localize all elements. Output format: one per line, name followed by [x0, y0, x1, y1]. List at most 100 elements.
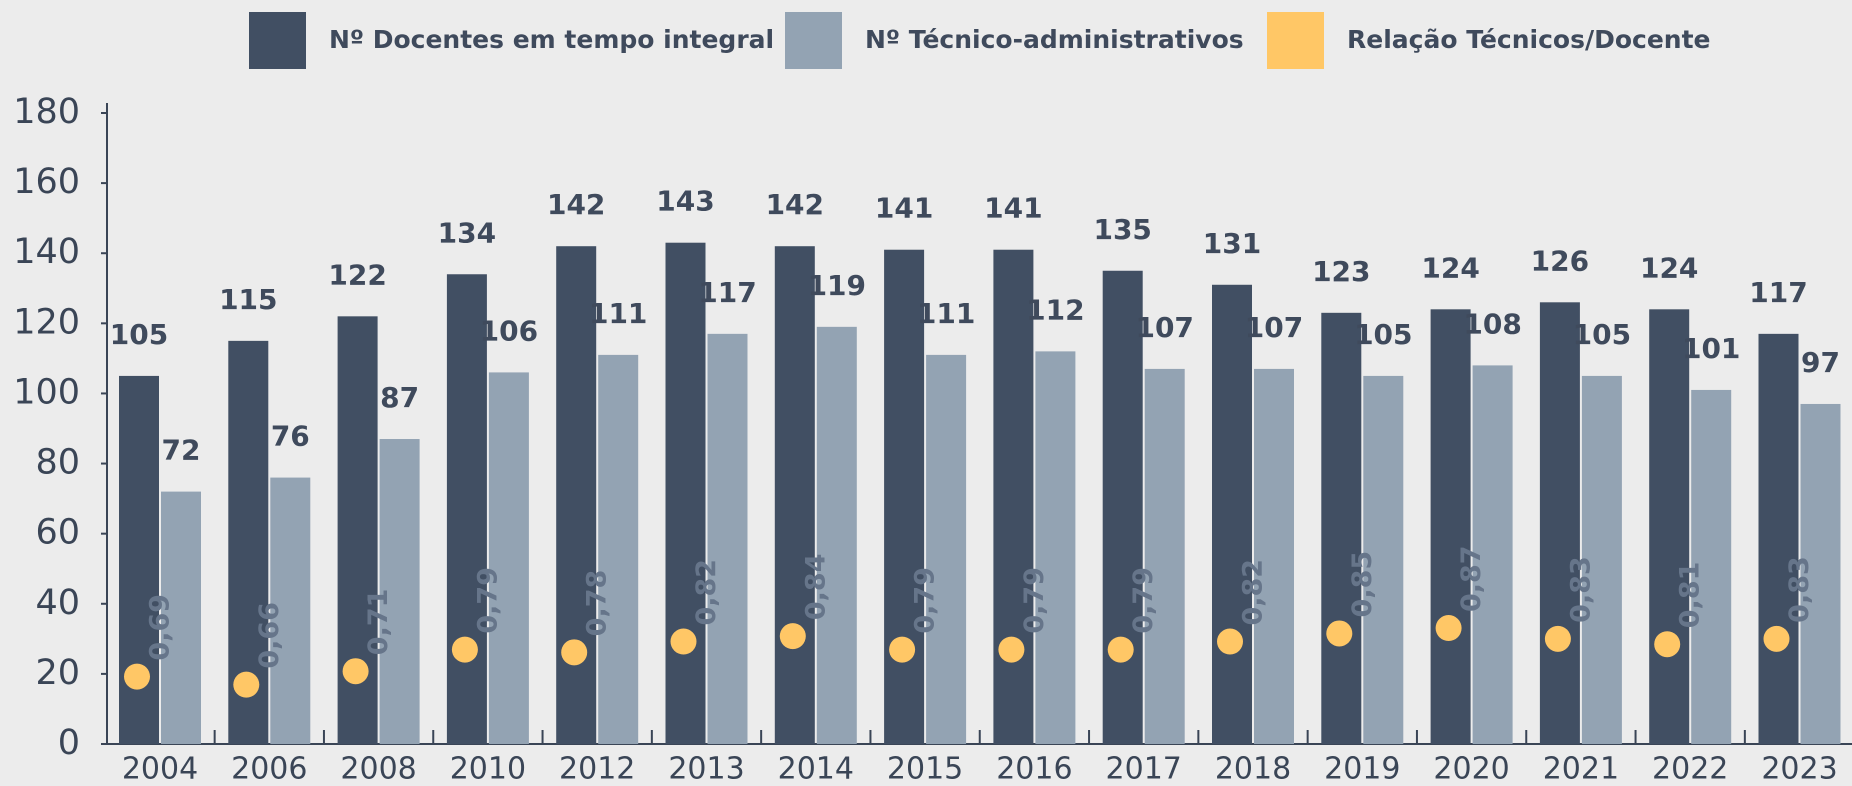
bar-value-label: 142: [547, 188, 605, 221]
bar-value-label: 106: [480, 314, 538, 347]
bar: [1472, 365, 1513, 744]
ratio-label: 0,71: [363, 589, 394, 656]
bar-value-label: 126: [1531, 244, 1589, 277]
bar-value-label: 117: [698, 276, 756, 309]
x-tick-label: 2004: [122, 752, 198, 786]
bar-value-label: 107: [1135, 311, 1193, 344]
bar-value-label: 119: [808, 269, 866, 302]
ratio-dot: [1107, 636, 1134, 663]
ratio-label: 0,87: [1456, 545, 1487, 612]
x-tick-label: 2016: [996, 752, 1072, 786]
bar: [1758, 333, 1799, 744]
ratio-dot: [779, 623, 806, 650]
legend-label: Nº Docentes em tempo integral: [329, 25, 774, 54]
bar: [707, 333, 748, 744]
x-tick-label: 2019: [1324, 752, 1400, 786]
y-tick-label: 20: [35, 653, 80, 693]
ratio-dot: [451, 636, 478, 663]
bar-value-label: 124: [1640, 251, 1698, 284]
legend-swatch: [249, 12, 306, 69]
x-tick-label: 2010: [450, 752, 526, 786]
ratio-dot: [1544, 625, 1571, 652]
bar-value-label: 111: [917, 297, 975, 330]
bar: [774, 246, 815, 744]
x-tick-label: 2021: [1543, 752, 1619, 786]
bar-value-label: 101: [1682, 332, 1740, 365]
bar-value-label: 87: [380, 381, 419, 414]
bar: [1254, 368, 1294, 744]
y-tick-label: 140: [13, 232, 80, 272]
y-tick-label: 40: [35, 583, 80, 623]
bar: [1649, 309, 1690, 744]
x-tick-label: 2018: [1215, 752, 1291, 786]
x-tick-label: 2014: [778, 752, 854, 786]
ratio-dot: [998, 636, 1025, 663]
ratio-label: 0,69: [145, 594, 176, 661]
x-tick-label: 2008: [340, 752, 416, 786]
bar: [665, 242, 706, 744]
bar: [1212, 284, 1252, 744]
bar-value-label: 135: [1093, 213, 1151, 246]
bar: [598, 354, 639, 744]
ratio-dot: [342, 658, 369, 685]
bar-value-label: 105: [110, 318, 168, 351]
bar-value-label: 108: [1463, 307, 1521, 340]
ratio-dot: [233, 671, 260, 698]
bar-value-label: 124: [1421, 251, 1479, 284]
ratio-dot: [889, 636, 916, 663]
bar-value-label: 141: [875, 192, 933, 225]
ratio-label: 0,81: [1675, 562, 1706, 629]
bar-value-label: 131: [1203, 227, 1261, 260]
bar-value-label: 142: [766, 188, 824, 221]
bar: [488, 372, 529, 744]
legend-swatch: [785, 12, 842, 69]
legend-swatch: [1267, 12, 1324, 69]
bar: [446, 274, 487, 744]
bar-value-label: 117: [1749, 276, 1807, 309]
bar: [1102, 270, 1143, 744]
bar-value-label: 107: [1245, 311, 1303, 344]
ratio-label: 0,79: [472, 567, 503, 634]
bar-value-label: 76: [271, 420, 310, 453]
bar: [1691, 389, 1732, 744]
bar-value-label: 72: [162, 434, 201, 467]
x-tick-label: 2006: [231, 752, 307, 786]
y-tick-label: 180: [13, 92, 80, 132]
ratio-label: 0,83: [1565, 556, 1596, 623]
ratio-label: 0,79: [1019, 567, 1050, 634]
y-tick-label: 80: [35, 443, 80, 483]
y-tick-label: 0: [58, 723, 80, 763]
bar: [1363, 375, 1404, 744]
bar: [1581, 375, 1622, 744]
ratio-dot: [561, 639, 588, 666]
ratio-label: 0,78: [582, 570, 613, 637]
ratio-dot: [1654, 631, 1681, 658]
bar-value-label: 123: [1312, 255, 1370, 288]
x-tick-label: 2013: [668, 752, 744, 786]
ratio-label: 0,82: [691, 559, 722, 626]
bar-value-label: 122: [328, 258, 386, 291]
bar: [1321, 312, 1362, 744]
x-tick-label: 2015: [887, 752, 963, 786]
bar-value-label: 105: [1354, 318, 1412, 351]
ratio-dot: [1326, 620, 1353, 647]
x-tick-label: 2022: [1652, 752, 1728, 786]
bar-value-label: 111: [589, 297, 647, 330]
ratio-label: 0,85: [1347, 551, 1378, 618]
bar: [816, 326, 857, 744]
ratio-dot: [1217, 628, 1243, 655]
x-tick-label: 2017: [1106, 752, 1182, 786]
ratio-label: 0,84: [800, 554, 831, 621]
ratio-label: 0,66: [254, 602, 285, 669]
bar: [1539, 302, 1580, 744]
legend-label: Nº Técnico-administrativos: [865, 25, 1244, 54]
bar-value-label: 112: [1026, 293, 1084, 326]
ratio-label: 0,82: [1238, 559, 1269, 626]
x-tick-label: 2023: [1761, 752, 1837, 786]
x-tick-label: 2020: [1433, 752, 1509, 786]
bar: [1800, 403, 1841, 744]
y-tick-label: 160: [13, 162, 80, 202]
legend-label: Relação Técnicos/Docente: [1347, 25, 1711, 54]
ratio-dot: [124, 663, 150, 690]
x-tick-label: 2012: [559, 752, 635, 786]
